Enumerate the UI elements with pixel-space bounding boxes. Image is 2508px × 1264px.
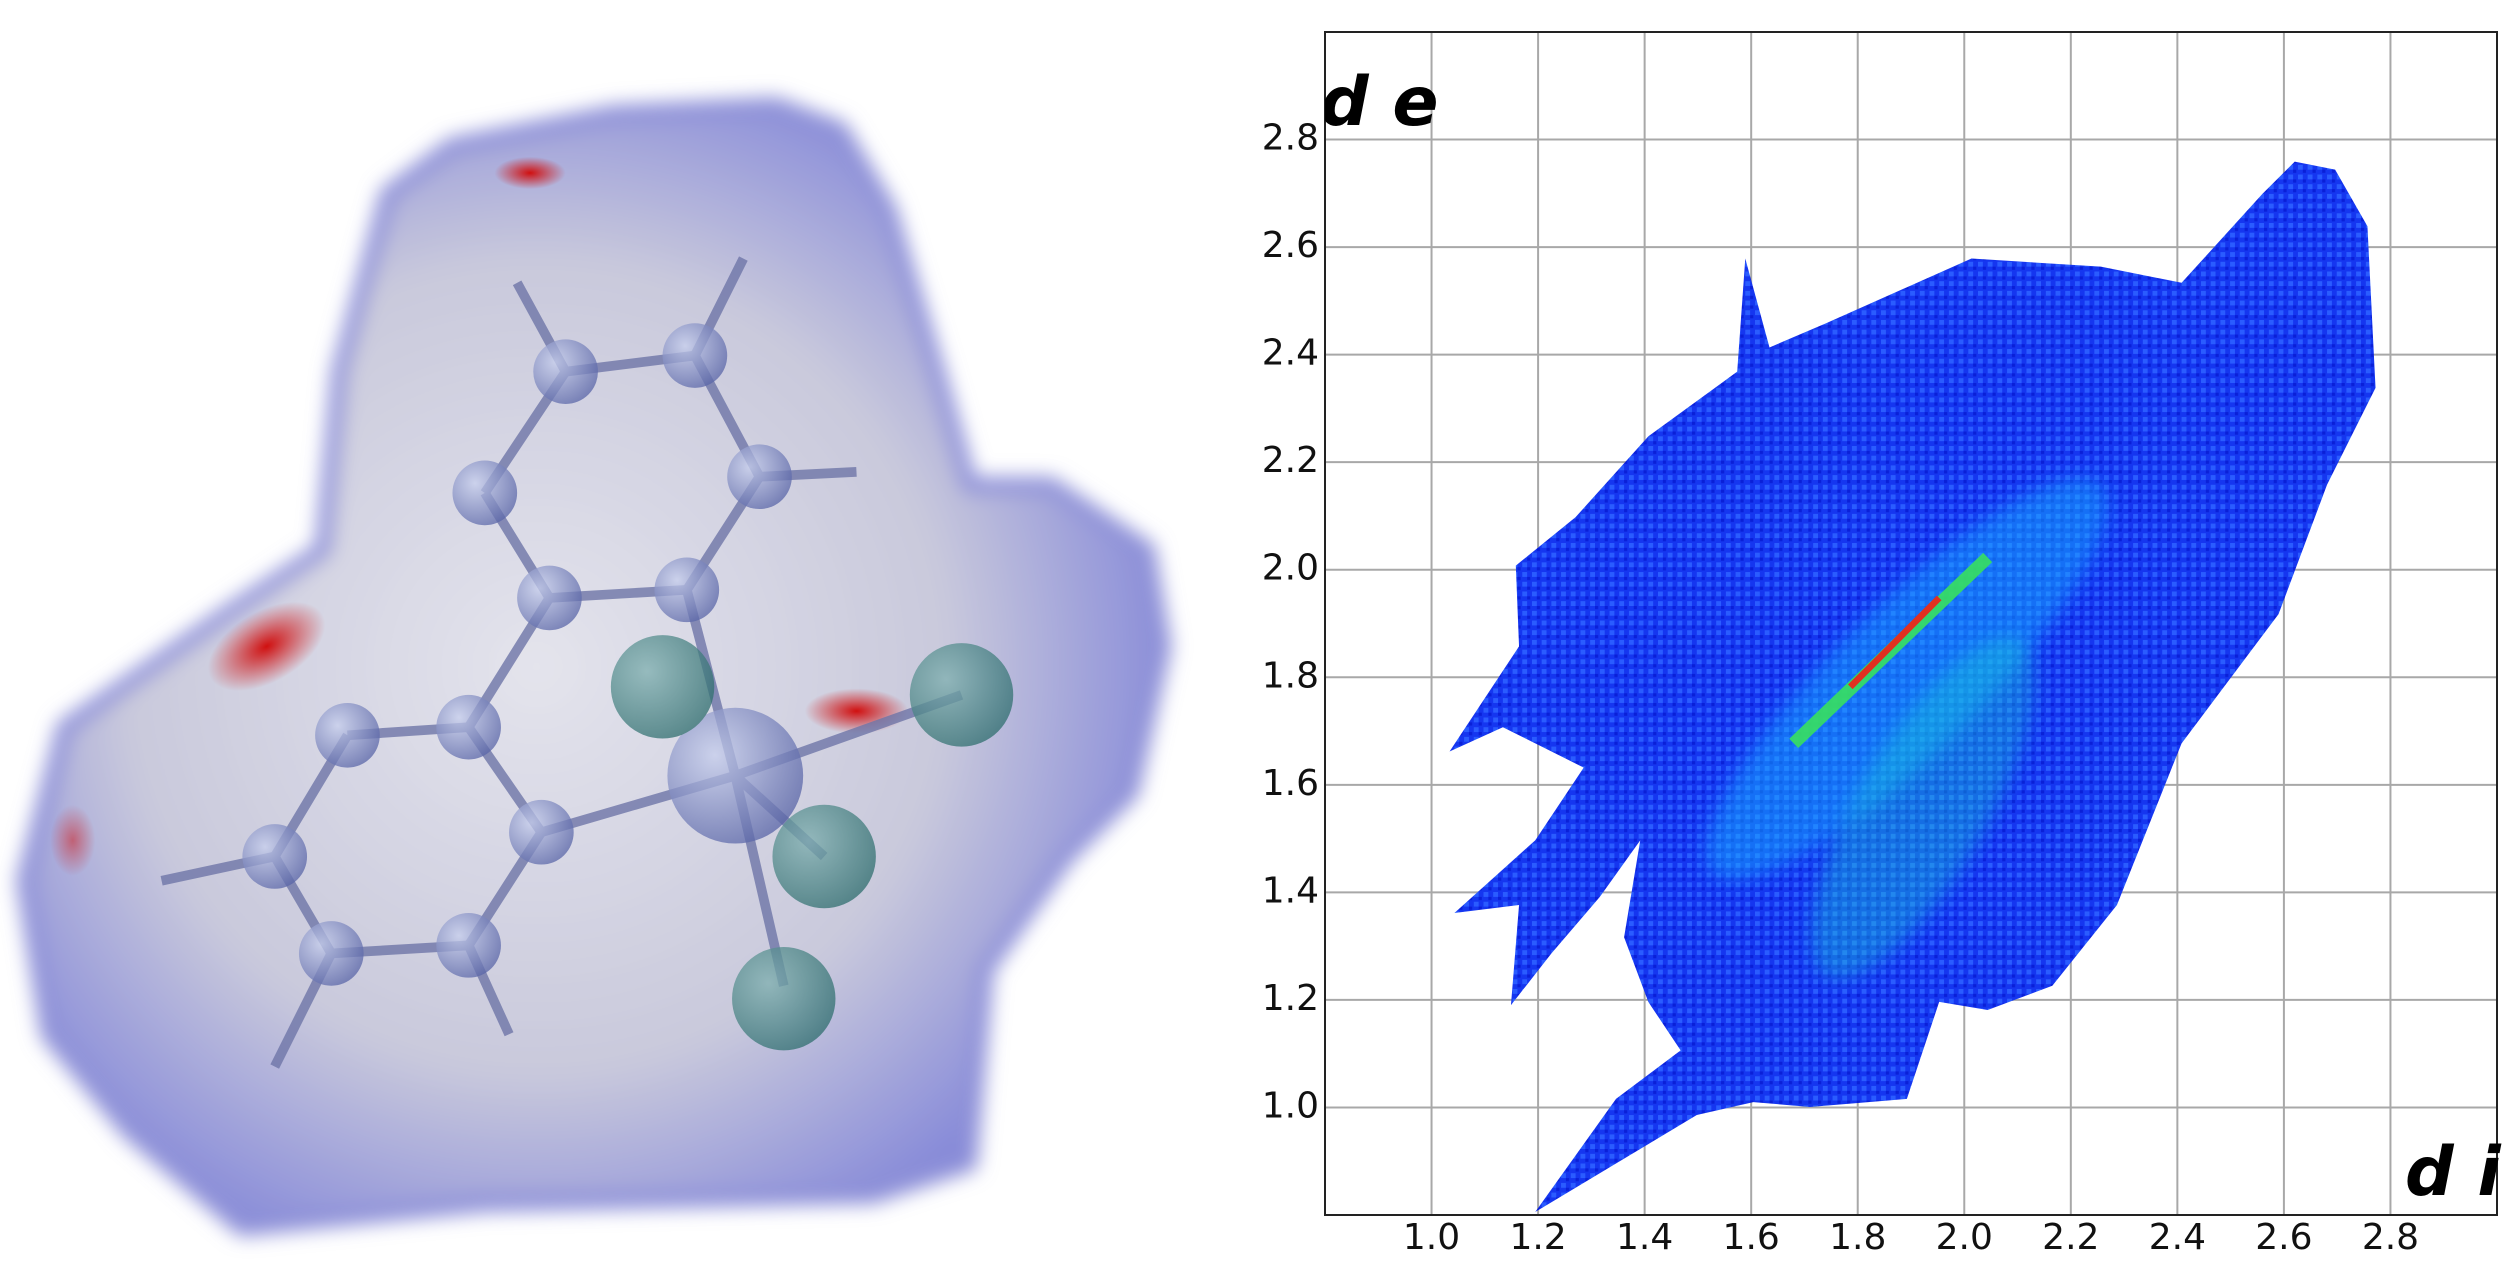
x-tick-label: 2.0 bbox=[1936, 1217, 1993, 1258]
fingerprint-cloud bbox=[1449, 161, 2376, 1213]
y-tick-label: 2.0 bbox=[1262, 548, 1319, 589]
y-tick-label: 1.8 bbox=[1262, 655, 1319, 696]
y-tick-label: 2.2 bbox=[1262, 440, 1319, 481]
x-tick-label: 1.8 bbox=[1829, 1217, 1886, 1258]
x-tick-label: 1.6 bbox=[1723, 1217, 1780, 1258]
y-tick-label: 1.4 bbox=[1262, 870, 1319, 911]
x-axis-label: d i bbox=[2405, 1133, 2502, 1212]
x-tick-label: 1.4 bbox=[1616, 1217, 1673, 1258]
y-tick-label: 2.6 bbox=[1262, 225, 1319, 266]
x-tick-label: 1.2 bbox=[1509, 1217, 1566, 1258]
y-axis-label: d e bbox=[1320, 63, 1438, 142]
x-tick-label: 2.8 bbox=[2362, 1217, 2419, 1258]
y-tick-label: 1.6 bbox=[1262, 763, 1319, 804]
x-tick-label: 2.6 bbox=[2255, 1217, 2312, 1258]
y-tick-label: 2.4 bbox=[1262, 333, 1319, 374]
x-tick-label: 2.4 bbox=[2149, 1217, 2206, 1258]
surface-illustration bbox=[16, 96, 1172, 1237]
x-tick-label: 1.0 bbox=[1403, 1217, 1460, 1258]
y-tick-label: 1.0 bbox=[1262, 1085, 1319, 1126]
y-tick-label: 1.2 bbox=[1262, 978, 1319, 1019]
plot-frame bbox=[1324, 31, 2498, 1216]
y-tick-label: 2.8 bbox=[1262, 118, 1319, 159]
x-tick-label: 2.2 bbox=[2042, 1217, 2099, 1258]
